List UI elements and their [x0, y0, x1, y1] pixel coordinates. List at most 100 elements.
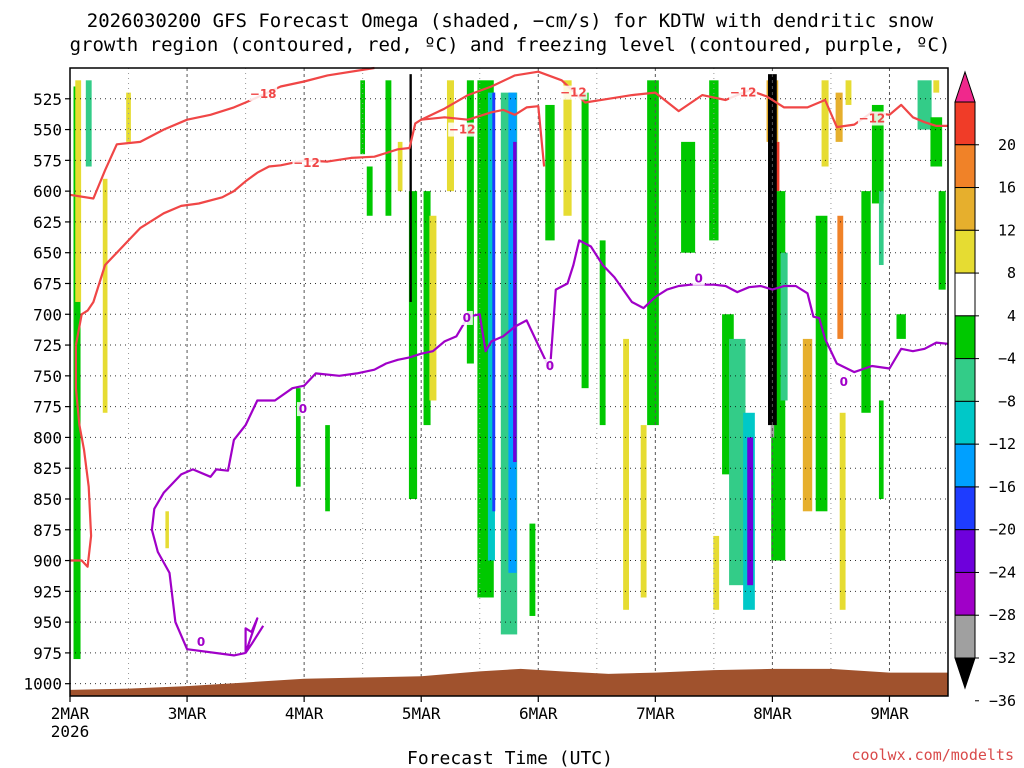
y-tick-label: 850	[33, 490, 62, 509]
colorbar-segment	[954, 272, 976, 317]
omega-column	[429, 215, 437, 401]
omega-column	[815, 215, 828, 512]
colorbar-segment	[954, 358, 976, 402]
colorbar: 20 16 12 8 4 −4 −8 −12 −16 −20 −24 −28 −32 −36	[954, 70, 1016, 710]
contour-label-bg	[559, 85, 588, 100]
omega-column	[508, 92, 517, 573]
colorbar-label: −8	[998, 392, 1016, 410]
contour-label-bg	[692, 271, 705, 286]
y-tick-label: 750	[33, 367, 62, 386]
colorbar-segment	[954, 571, 976, 616]
colorbar-segment	[954, 101, 976, 146]
contour-label: −12	[449, 123, 476, 137]
colorbar-label: −20	[989, 521, 1016, 539]
omega-core	[770, 425, 775, 438]
terrain	[70, 668, 948, 696]
omega-column	[126, 92, 131, 142]
colorbar-label: −36	[989, 692, 1016, 710]
omega-column	[325, 425, 330, 512]
omega-column	[933, 80, 940, 93]
omega-column	[397, 141, 403, 192]
contour-label-bg	[448, 122, 477, 137]
colorbar-segment	[954, 144, 976, 189]
omega-column	[837, 215, 844, 339]
contour-label: −18	[250, 87, 277, 101]
colorbar-segment	[954, 614, 976, 659]
plot-area: −18 −12 −12 −12 −12 −12 0 0 0 0 0 0	[69, 66, 949, 697]
x-tick-label: 9MAR	[870, 704, 909, 723]
omega-column	[360, 80, 366, 155]
omega-column	[408, 191, 418, 499]
contour-label-bg	[460, 310, 473, 325]
colorbar-label: −28	[989, 606, 1016, 624]
omega-column	[599, 240, 606, 426]
omega-column	[366, 166, 373, 216]
colorbar-segment	[954, 486, 976, 531]
colorbar-label: −24	[989, 563, 1016, 581]
omega-column	[896, 314, 906, 339]
contour-label: −12	[859, 111, 886, 125]
colorbar-label: 20	[998, 136, 1016, 154]
y-tick-label: 950	[33, 613, 62, 632]
y-axis: 525 550 575 600 625 650 675 700 725 750 775 800 825 8…	[23, 90, 70, 694]
contour-label: 0	[299, 402, 307, 416]
y-tick-label: 600	[33, 182, 62, 201]
contour-label: 0	[694, 272, 702, 286]
omega-column	[938, 191, 946, 290]
omega-column	[492, 92, 496, 512]
contour-label: −12	[560, 86, 587, 100]
y-tick-label: 775	[33, 398, 62, 417]
y-tick-label: 875	[33, 521, 62, 540]
omega-column	[487, 92, 495, 561]
x-tick-label: 3MAR	[168, 704, 207, 723]
omega-column	[709, 80, 719, 241]
contour-line	[69, 66, 375, 200]
omega-column	[729, 338, 746, 586]
contour-label-bg	[729, 85, 758, 100]
x-tick-label: 6MAR	[519, 704, 558, 723]
contour-label-bg	[837, 375, 850, 389]
contour-label-bg	[296, 402, 309, 417]
colorbar-segment	[954, 229, 976, 274]
y-tick-label: 1000	[23, 675, 62, 694]
omega-column	[835, 92, 843, 142]
y-tick-label: 925	[33, 582, 62, 601]
omega-column	[861, 191, 871, 413]
y-tick-label: 800	[33, 428, 62, 447]
omega-column	[423, 191, 431, 426]
contour-label: −12	[293, 156, 320, 170]
omega-column	[563, 80, 572, 216]
omega-column	[295, 388, 301, 487]
colorbar-segment	[954, 529, 976, 573]
y-tick-label: 725	[33, 336, 62, 355]
contours: −18 −12 −12 −12 −12 −12 0 0 0 0 0 0	[69, 66, 949, 657]
contour-label-bg	[857, 111, 886, 126]
colorbar-label: 12	[998, 221, 1016, 239]
omega-column	[385, 80, 392, 216]
omega-column	[878, 191, 884, 266]
omega-column	[681, 141, 696, 253]
y-tick-label: 575	[33, 151, 62, 170]
x-tick-label: 4MAR	[285, 704, 324, 723]
omega-column	[73, 86, 81, 660]
colorbar-top-arrow	[954, 70, 976, 103]
x-tick-label-year: 2026	[51, 722, 90, 741]
y-tick-label: 900	[33, 552, 62, 571]
contour-label-bg	[543, 358, 556, 373]
contour-label: 0	[197, 635, 205, 649]
omega-column	[647, 80, 659, 426]
x-tick-label: 5MAR	[402, 704, 441, 723]
colorbar-segment	[954, 315, 976, 360]
y-tick-label: 975	[33, 644, 62, 663]
colorbar-segment	[954, 443, 976, 488]
omega-column	[722, 314, 734, 475]
contour-label: 0	[546, 359, 554, 373]
y-tick-label: 525	[33, 90, 62, 109]
colorbar-label: 16	[998, 179, 1016, 197]
omega-column	[623, 338, 629, 610]
contour-line	[70, 345, 93, 568]
omega-column	[845, 80, 852, 105]
contour-label: −12	[730, 86, 757, 100]
